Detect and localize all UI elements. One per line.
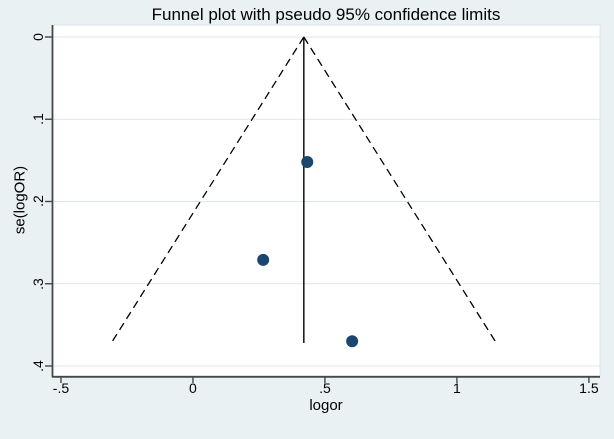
- x-axis-title: logor: [309, 397, 343, 414]
- y-tick-label: .2: [30, 195, 46, 208]
- study-data-point: [301, 156, 314, 169]
- chart-title: Funnel plot with pseudo 95% confidence l…: [151, 5, 501, 24]
- y-tick-label: .4: [30, 360, 46, 372]
- x-tick-label: .5: [319, 380, 331, 396]
- x-tick-label: 1.5: [579, 380, 599, 396]
- pseudo-ci-left-line: [110, 36, 305, 344]
- x-tick-label: 1: [453, 380, 461, 396]
- y-axis-title: se(logOR): [11, 165, 29, 235]
- plot-background: [51, 24, 601, 377]
- y-tick-label: .1: [30, 113, 46, 126]
- y-tick-label: .3: [30, 277, 46, 290]
- x-tick-label: -.5: [52, 380, 70, 396]
- pseudo-ci-right-line: [303, 36, 497, 344]
- study-data-point: [257, 253, 270, 266]
- study-data-point: [346, 335, 359, 348]
- y-tick-label: 0: [30, 33, 46, 41]
- x-tick-label: 0: [189, 380, 197, 396]
